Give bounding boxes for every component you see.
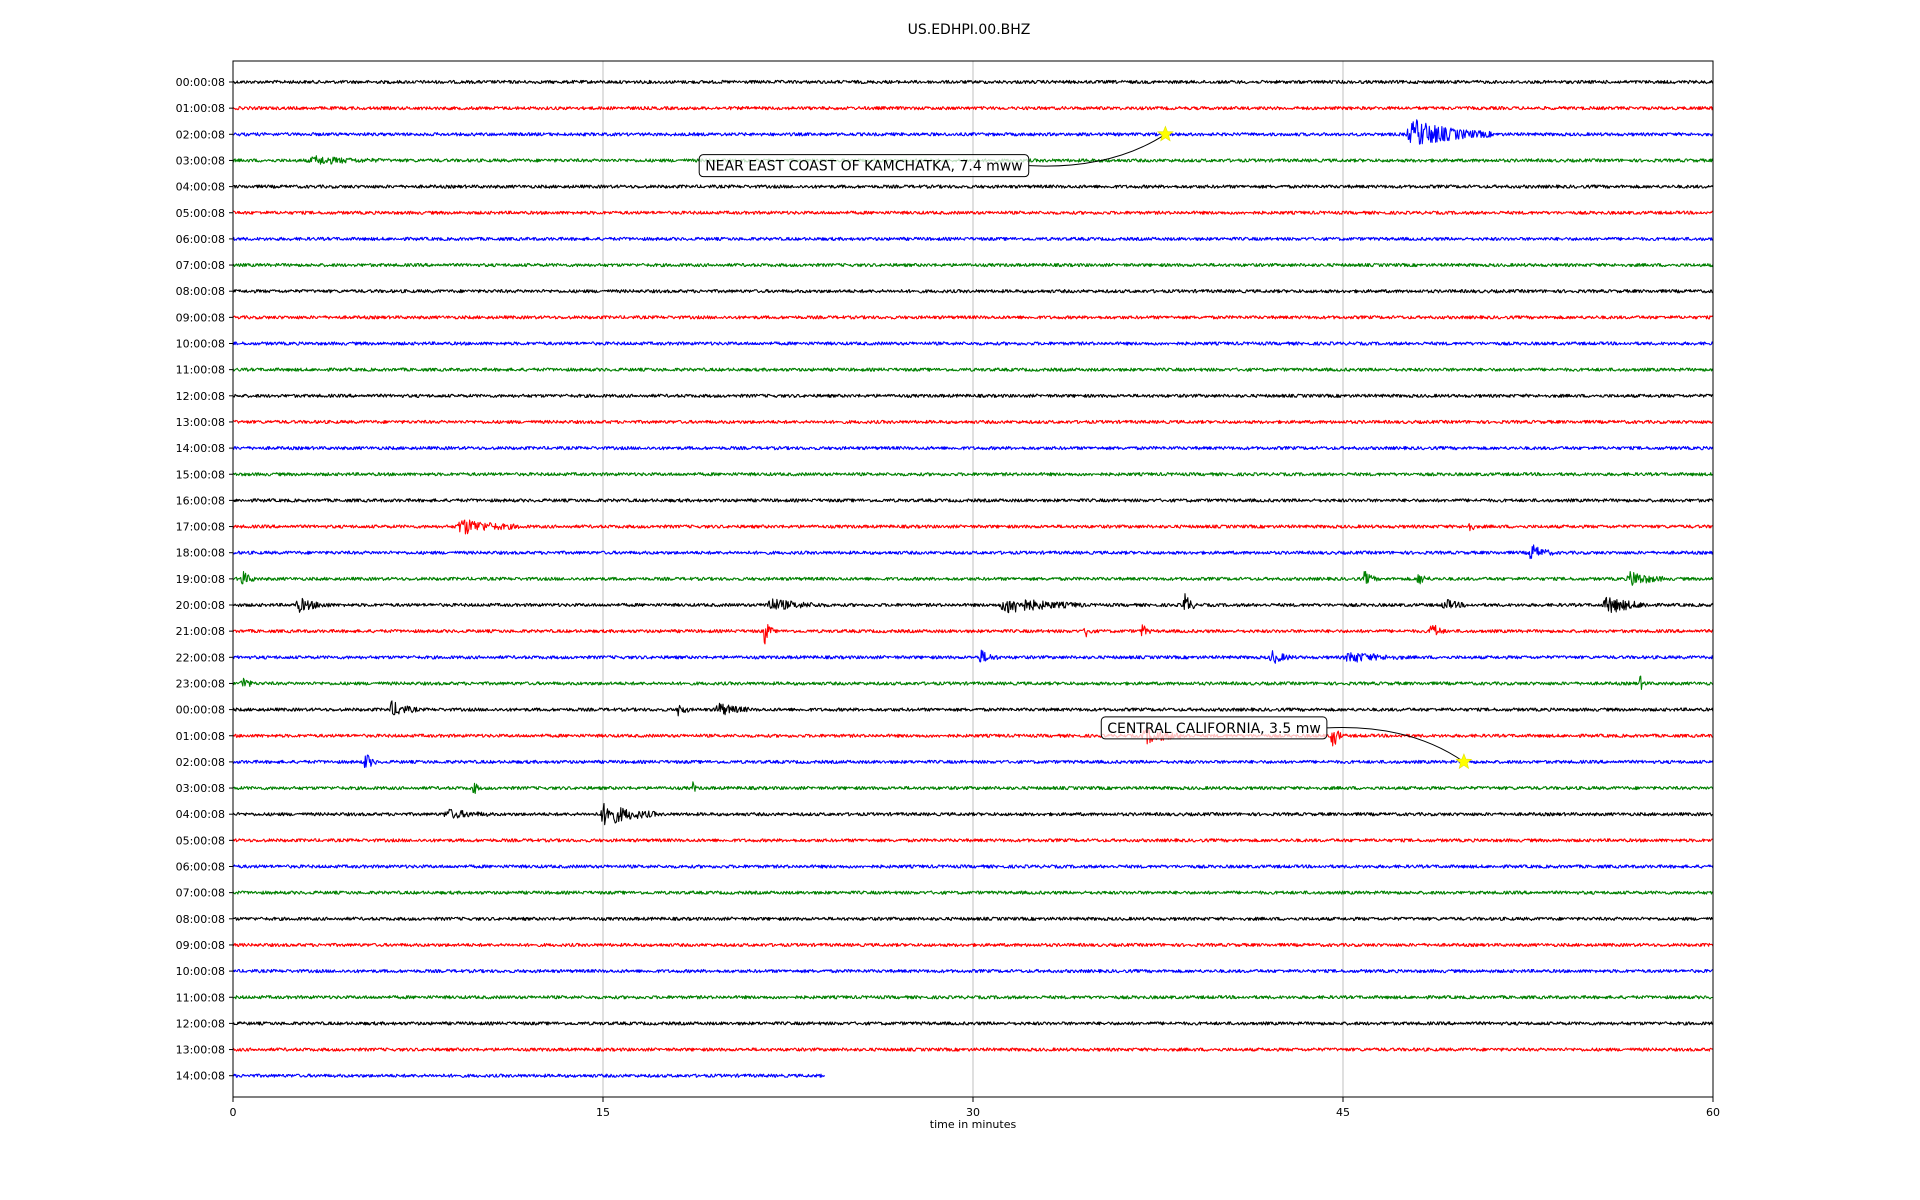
trace-line	[232, 1047, 1714, 1052]
event-annotation: NEAR EAST COAST OF KAMCHATKA, 7.4 mww	[698, 125, 1174, 178]
y-tick-label: 07:00:08	[176, 887, 225, 900]
x-tick-label: 60	[1706, 1106, 1720, 1119]
y-tick-label: 05:00:08	[176, 207, 225, 220]
trace-line	[232, 106, 1714, 111]
trace-line	[232, 119, 1714, 145]
y-tick-label: 00:00:08	[176, 76, 225, 89]
x-ticks: 0 15 30 45 60	[230, 1097, 1720, 1119]
trace-line	[232, 728, 1713, 747]
trace-line	[232, 781, 1714, 794]
event-annotation: CENTRAL CALIFORNIA, 3.5 mw	[1100, 716, 1473, 770]
y-tick-label: 11:00:08	[176, 991, 225, 1004]
y-tick-label: 02:00:08	[176, 756, 225, 769]
y-tick-label: 00:00:08	[176, 704, 225, 717]
trace-line	[232, 79, 1714, 85]
trace-line	[232, 942, 1714, 948]
y-tick-label: 13:00:08	[176, 1044, 225, 1057]
trace-line	[232, 649, 1714, 664]
y-tick-label: 03:00:08	[176, 154, 225, 167]
y-tick-label: 22:00:08	[176, 651, 225, 664]
y-tick-label: 21:00:08	[176, 625, 225, 638]
x-tick-label: 0	[230, 1106, 237, 1119]
x-tick-label: 15	[596, 1106, 610, 1119]
trace-line	[232, 1021, 1714, 1026]
y-tick-label: 09:00:08	[176, 311, 225, 324]
trace-line	[232, 315, 1714, 320]
annotation-connector	[1326, 727, 1465, 763]
trace-line	[232, 995, 1713, 1000]
trace-line	[232, 210, 1714, 215]
y-tick-label: 06:00:08	[176, 233, 225, 246]
trace-line	[232, 519, 1714, 535]
y-tick-labels: 00:00:08 01:00:08 02:00:08 03:00:08 04:00:08…	[176, 76, 233, 1083]
y-tick-label: 16:00:08	[176, 494, 225, 507]
y-tick-label: 13:00:08	[176, 416, 225, 429]
trace-line	[233, 802, 1713, 826]
trace-line	[232, 498, 1714, 503]
plot-frame	[232, 60, 1714, 1098]
trace-line	[232, 445, 1714, 451]
y-tick-label: 19:00:08	[176, 573, 225, 586]
y-tick-label: 09:00:08	[176, 939, 225, 952]
y-tick-label: 12:00:08	[176, 390, 225, 403]
y-tick-label: 20:00:08	[176, 599, 225, 612]
y-tick-label: 04:00:08	[176, 808, 225, 821]
y-tick-label: 17:00:08	[176, 521, 225, 534]
x-axis-label: time in minutes	[930, 1118, 1017, 1131]
y-tick-label: 14:00:08	[176, 442, 225, 455]
trace-line	[232, 184, 1714, 189]
y-tick-label: 11:00:08	[176, 364, 225, 377]
event-star-marker	[1157, 125, 1174, 142]
trace-line	[232, 968, 1714, 974]
trace-line	[232, 544, 1714, 560]
annotation-connector	[1028, 133, 1166, 167]
trace-line	[232, 593, 1714, 614]
x-tick-label: 45	[1336, 1106, 1350, 1119]
y-tick-label: 14:00:08	[176, 1070, 225, 1083]
trace-line	[232, 419, 1714, 425]
y-tick-label: 01:00:08	[176, 102, 225, 115]
y-tick-label: 02:00:08	[176, 128, 225, 141]
trace-line	[232, 262, 1714, 268]
annotation-label: CENTRAL CALIFORNIA, 3.5 mw	[1107, 721, 1321, 737]
trace-line	[232, 838, 1713, 843]
trace-line	[232, 341, 1714, 346]
y-tick-label: 18:00:08	[176, 547, 225, 560]
y-tick-label: 03:00:08	[176, 782, 225, 795]
y-tick-label: 23:00:08	[176, 677, 225, 690]
y-tick-label: 10:00:08	[176, 965, 225, 978]
y-tick-label: 08:00:08	[176, 285, 225, 298]
trace-line	[232, 393, 1714, 398]
trace-line	[232, 624, 1714, 645]
trace-line	[232, 890, 1714, 895]
traces	[232, 79, 1714, 1078]
y-tick-label: 15:00:08	[176, 468, 225, 481]
y-tick-label: 06:00:08	[176, 861, 225, 874]
trace-line	[232, 289, 1713, 294]
chart-title: US.EDHPI.00.BHZ	[908, 22, 1031, 38]
trace-line	[232, 675, 1714, 690]
y-tick-label: 10:00:08	[176, 338, 225, 351]
event-annotations: NEAR EAST COAST OF KAMCHATKA, 7.4 mww CEN…	[698, 125, 1473, 770]
y-tick-label: 01:00:08	[176, 730, 225, 743]
trace-line	[232, 236, 1714, 242]
event-star-marker	[1455, 753, 1473, 770]
trace-line	[232, 916, 1714, 921]
x-tick-label: 30	[966, 1106, 980, 1119]
y-tick-label: 07:00:08	[176, 259, 225, 272]
y-tick-label: 08:00:08	[176, 913, 225, 926]
trace-line	[232, 864, 1714, 869]
trace-line	[232, 472, 1714, 477]
y-tick-label: 04:00:08	[176, 181, 225, 194]
y-tick-label: 12:00:08	[176, 1017, 225, 1030]
trace-line	[232, 1073, 825, 1078]
trace-line	[232, 570, 1714, 586]
y-tick-label: 05:00:08	[176, 834, 225, 847]
annotation-label: NEAR EAST COAST OF KAMCHATKA, 7.4 mww	[705, 159, 1023, 175]
trace-line	[232, 367, 1714, 372]
trace-line	[232, 700, 1714, 717]
